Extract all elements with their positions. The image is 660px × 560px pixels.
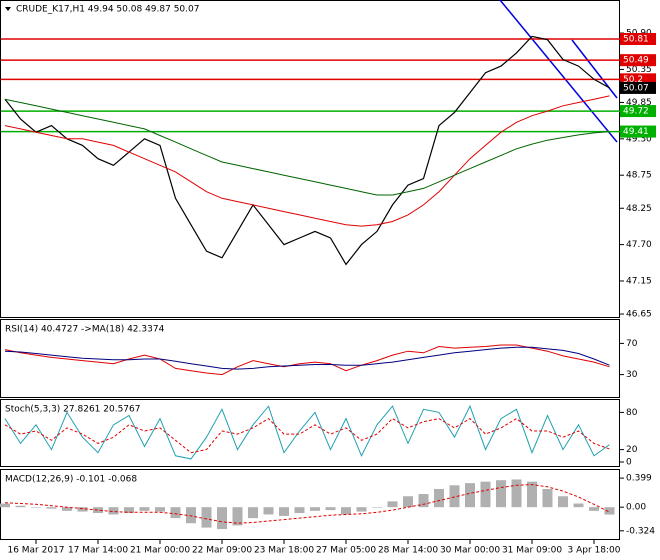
histogram-bar	[77, 507, 88, 512]
histogram-bar	[480, 481, 491, 508]
y-tick-label: 20	[626, 445, 638, 455]
trendline	[499, 0, 618, 143]
level-label: 49.72	[623, 107, 649, 117]
histogram-bar	[558, 496, 568, 508]
histogram-bar	[201, 507, 212, 528]
histogram-bar	[279, 507, 289, 516]
last-price-bg	[620, 81, 656, 94]
histogram-bar	[170, 507, 181, 519]
x-tick-label: 3 Apr 18:00	[568, 546, 621, 556]
y-tick-label: 70	[626, 339, 638, 349]
histogram-bar	[465, 483, 475, 508]
histogram-bar	[372, 507, 382, 508]
level-label: 50.81	[623, 35, 649, 45]
y-tick-label: 47.15	[626, 276, 652, 286]
series-line	[4, 346, 610, 370]
series-line	[4, 484, 610, 524]
histogram-bar	[403, 496, 413, 508]
histogram-bar	[15, 505, 26, 508]
series-line	[4, 417, 610, 454]
histogram-bar	[232, 507, 243, 526]
histogram-bar	[263, 507, 274, 515]
histogram-bar	[387, 501, 398, 508]
level-label-bg	[620, 33, 656, 46]
level-label-bg	[620, 105, 656, 118]
series-line	[4, 344, 610, 376]
last-price-label: 50.07	[623, 83, 649, 93]
level-label: 49.41	[623, 127, 649, 137]
y-tick-label: 49.85	[626, 98, 652, 108]
trendline	[571, 39, 618, 99]
y-tick-label: 0	[626, 458, 632, 468]
histogram-bar	[155, 507, 165, 512]
panel-title: RSI(14) 40.4727 ->MA(18) 42.3374	[5, 325, 165, 335]
series-line	[4, 35, 610, 266]
stoch-panel	[0, 399, 620, 467]
x-tick-label: 27 Mar 05:00	[316, 546, 376, 556]
level-label: 50.49	[623, 56, 649, 66]
panel-title: Stoch(5,3,3) 27.8261 20.5767	[5, 405, 140, 415]
histogram-bar	[62, 507, 72, 511]
histogram-bar	[496, 480, 506, 508]
histogram-bar	[604, 507, 615, 515]
panel-title: CRUDE_K17,H1 49.94 50.08 49.87 50.07	[16, 5, 199, 15]
x-tick-label: 31 Mar 09:00	[502, 546, 562, 556]
x-tick-label: 23 Mar 18:00	[254, 546, 314, 556]
x-tick-label: 17 Mar 14:00	[68, 546, 128, 556]
histogram-bar	[527, 481, 537, 508]
series-line	[4, 404, 610, 460]
histogram-bar	[418, 494, 429, 508]
y-tick-label: 48.25	[626, 204, 652, 214]
histogram-bar	[325, 507, 336, 511]
y-tick-label: 49.30	[626, 134, 652, 144]
y-tick-label: 50.35	[626, 65, 652, 75]
histogram-bar	[294, 507, 305, 514]
y-tick-label: 48.75	[626, 171, 652, 181]
series-line	[4, 95, 610, 227]
histogram-bar	[511, 479, 522, 508]
histogram-bar	[573, 503, 584, 508]
y-tick-label: 80	[626, 408, 638, 418]
x-tick-label: 30 Mar 00:00	[440, 546, 500, 556]
panel-title: MACD(12,26,9) -0.101 -0.068	[5, 475, 137, 485]
level-label-bg	[620, 54, 656, 67]
histogram-bar	[248, 507, 258, 519]
histogram-bar	[356, 507, 367, 512]
x-tick-label: 22 Mar 09:00	[192, 546, 252, 556]
y-tick-label: 47.70	[626, 240, 652, 250]
histogram-bar	[93, 507, 103, 514]
histogram-bar	[108, 507, 119, 515]
price-panel	[0, 0, 620, 318]
histogram-bar	[310, 507, 320, 511]
histogram-bar	[0, 503, 10, 508]
histogram-bar	[124, 507, 134, 514]
y-tick-label: 0.00	[626, 503, 646, 513]
y-tick-label: 46.65	[626, 310, 652, 320]
histogram-bar	[217, 507, 227, 530]
x-tick-label: 28 Mar 14:00	[378, 546, 438, 556]
histogram-bar	[589, 507, 599, 511]
histogram-bar	[449, 485, 460, 508]
histogram-bar	[186, 507, 196, 524]
y-tick-label: 30	[626, 370, 638, 380]
y-tick-label: -0.324	[626, 526, 655, 536]
x-tick-label: 21 Mar 00:00	[130, 546, 190, 556]
title-arrow	[5, 7, 11, 11]
histogram-bar	[46, 507, 57, 509]
level-label-bg	[620, 125, 656, 138]
histogram-bar	[31, 507, 41, 508]
series-line	[4, 98, 610, 196]
histogram-bar	[139, 507, 150, 511]
y-tick-label: 0.399	[626, 474, 652, 484]
level-label: 50.2	[623, 75, 643, 85]
x-tick-label: 16 Mar 2017	[7, 546, 64, 556]
histogram-bar	[542, 488, 553, 508]
histogram-bar	[341, 507, 351, 515]
rsi-panel	[0, 319, 620, 398]
histogram-bar	[434, 488, 444, 508]
